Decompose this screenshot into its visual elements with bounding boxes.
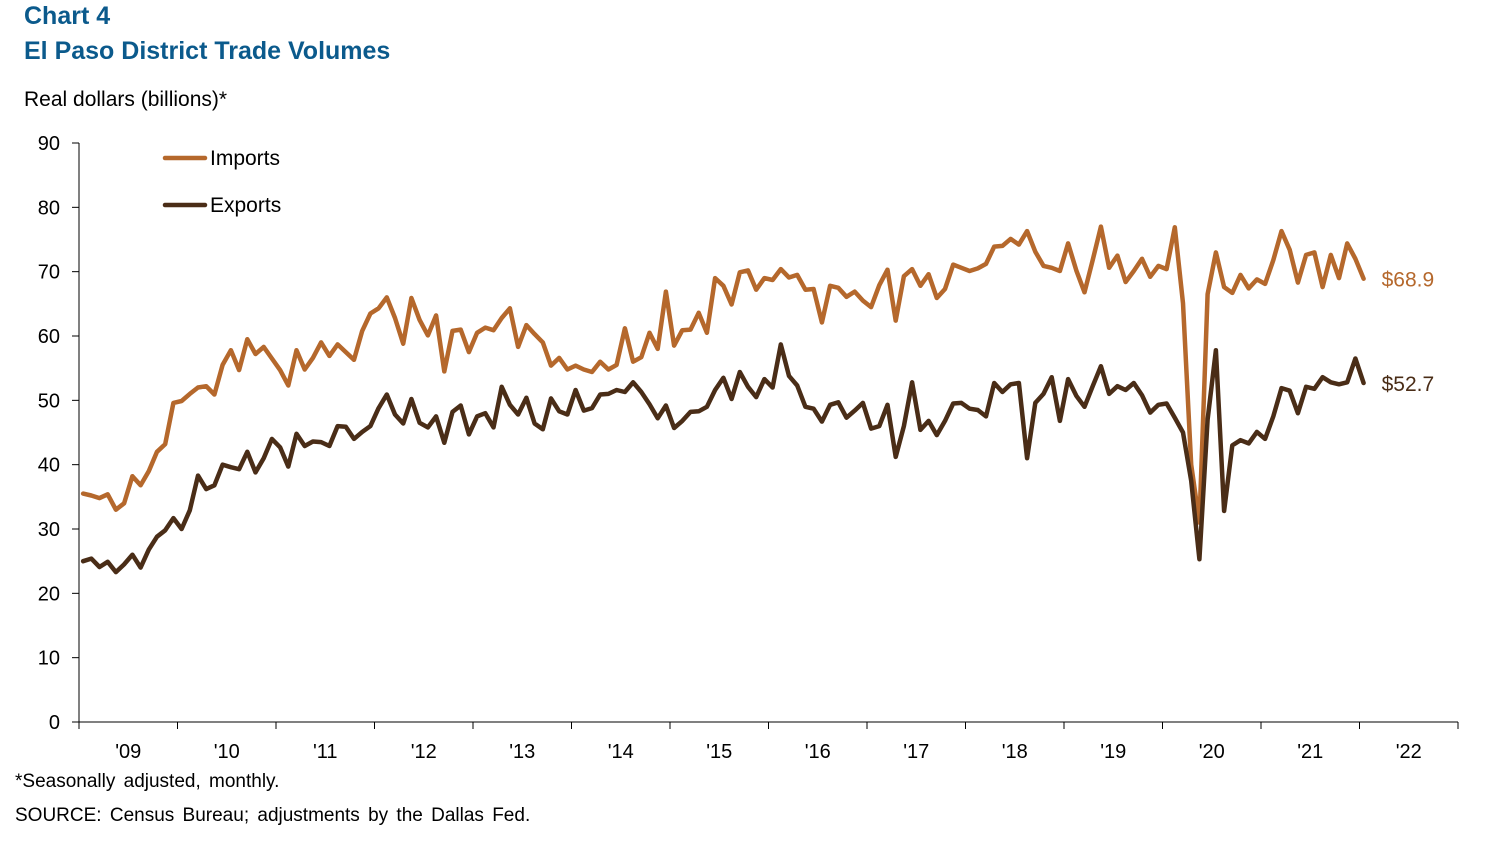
x-tick-label: '16 [805, 741, 831, 763]
chart-number: Chart 4 [24, 2, 111, 30]
end-value-label-exports: $52.7 [1382, 373, 1435, 396]
x-tick-label: '11 [313, 741, 338, 763]
source-note: SOURCE: Census Bureau; adjustments by th… [15, 805, 531, 826]
x-tick-label: '21 [1297, 741, 1323, 763]
x-tick-label: '09 [115, 741, 141, 763]
x-tick-label: '17 [903, 741, 929, 763]
legend-label-imports: Imports [210, 147, 280, 170]
series-line-exports [80, 342, 1366, 575]
end-value-label-imports: $68.9 [1382, 269, 1435, 292]
x-tick-label: '22 [1396, 741, 1422, 763]
y-tick-label: 10 [38, 648, 60, 670]
y-tick-label: 50 [38, 390, 60, 412]
y-tick-label: 60 [38, 326, 60, 348]
footnote: *Seasonally adjusted, monthly. [15, 771, 280, 792]
series-line-imports [80, 224, 1366, 525]
x-tick-label: '20 [1199, 741, 1225, 763]
y-tick-label: 20 [38, 583, 60, 605]
y-tick-label: 70 [38, 262, 60, 284]
y-tick-label: 30 [38, 519, 60, 541]
x-tick-label: '18 [1002, 741, 1028, 763]
legend-label-exports: Exports [210, 194, 281, 217]
chart-title: El Paso District Trade Volumes [24, 37, 391, 65]
y-axis-label: Real dollars (billions)* [24, 88, 228, 111]
y-tick-label: 40 [38, 455, 60, 477]
x-tick-label: '12 [411, 741, 437, 763]
x-tick-label: '14 [608, 741, 634, 763]
y-tick-label: 80 [38, 197, 60, 219]
x-tick-label: '10 [214, 741, 240, 763]
y-tick-label: 90 [38, 133, 60, 155]
x-tick-label: '13 [509, 741, 535, 763]
x-tick-label: '19 [1100, 741, 1126, 763]
x-tick-label: '15 [706, 741, 732, 763]
y-tick-label: 0 [49, 712, 60, 734]
